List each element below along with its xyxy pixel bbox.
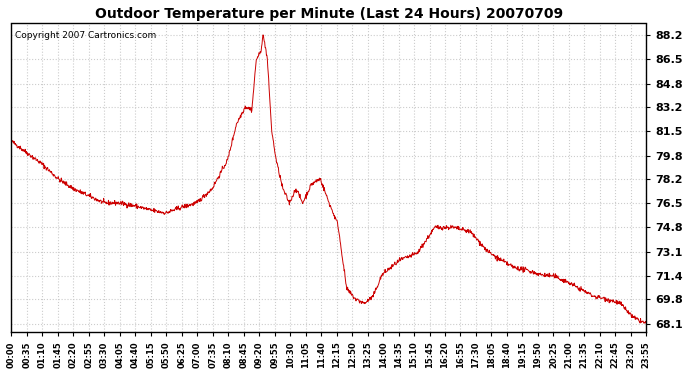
- Title: Outdoor Temperature per Minute (Last 24 Hours) 20070709: Outdoor Temperature per Minute (Last 24 …: [95, 7, 563, 21]
- Text: Copyright 2007 Cartronics.com: Copyright 2007 Cartronics.com: [14, 31, 156, 40]
